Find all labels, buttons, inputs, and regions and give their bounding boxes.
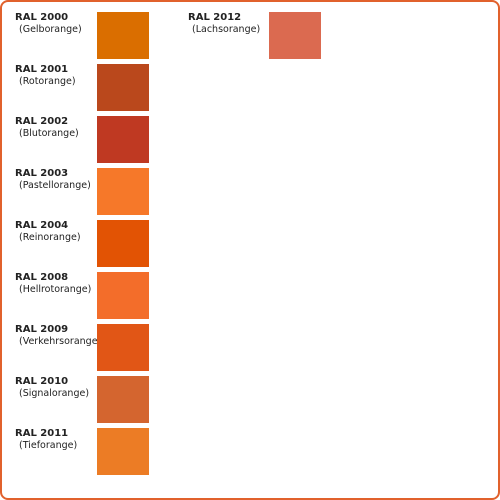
color-code: RAL 2001 xyxy=(15,64,69,75)
color-code: RAL 2002 xyxy=(15,116,69,127)
color-code: RAL 2004 xyxy=(15,220,69,231)
color-code: RAL 2010 xyxy=(15,376,69,387)
color-swatch-ral-2003 xyxy=(97,168,149,215)
color-name: (Reinorange) xyxy=(19,232,81,243)
color-swatch-ral-2008 xyxy=(97,272,149,319)
color-name: (Hellrotorange) xyxy=(19,284,92,295)
color-name: (Rotorange) xyxy=(19,76,76,87)
color-code: RAL 2009 xyxy=(15,324,69,335)
color-swatch-ral-2004 xyxy=(97,220,149,267)
color-swatch-ral-2001 xyxy=(97,64,149,111)
color-name: (Signalorange) xyxy=(19,388,90,399)
color-swatch-ral-2002 xyxy=(97,116,149,163)
color-swatch-ral-2011 xyxy=(97,428,149,475)
color-name: (Lachsorange) xyxy=(192,24,261,35)
color-name: (Verkehrsorange) xyxy=(19,336,102,347)
color-name: (Pastellorange) xyxy=(19,180,91,191)
color-name: (Tieforange) xyxy=(19,440,78,451)
color-code: RAL 2008 xyxy=(15,272,69,283)
color-swatch-ral-2000 xyxy=(97,12,149,59)
color-code: RAL 2003 xyxy=(15,168,69,179)
color-code: RAL 2012 xyxy=(188,12,242,23)
color-swatch-ral-2009 xyxy=(97,324,149,371)
color-swatch-ral-2010 xyxy=(97,376,149,423)
color-swatch-ral-2012 xyxy=(269,12,321,59)
color-code: RAL 2011 xyxy=(15,428,69,439)
color-name: (Gelborange) xyxy=(19,24,82,35)
color-name: (Blutorange) xyxy=(19,128,79,139)
color-code: RAL 2000 xyxy=(15,12,69,23)
